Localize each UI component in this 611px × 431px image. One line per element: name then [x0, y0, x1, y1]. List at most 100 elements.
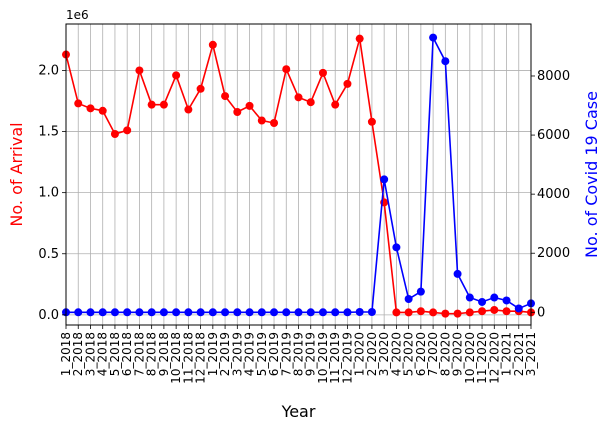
- covid-cases-point: [367, 308, 376, 317]
- arrivals-point: [74, 99, 83, 108]
- x-tick-label: 4_2020: [389, 332, 403, 376]
- covid-cases-point: [221, 308, 230, 317]
- arrivals-point: [221, 92, 230, 101]
- arrivals-point: [392, 308, 401, 317]
- x-tick-label: 8_2018: [145, 332, 159, 376]
- x-tick-label: 3_2018: [83, 332, 97, 376]
- right-y-tick-label: 0: [537, 305, 545, 320]
- covid-cases-point: [147, 308, 156, 317]
- x-tick-label: 12_2020: [487, 332, 501, 384]
- right-axis: 0 2000 4000 6000 8000: [531, 69, 570, 320]
- series-layer: [62, 33, 535, 318]
- left-y-tick-label: 1.5: [38, 125, 59, 140]
- x-tick-label: 8_2019: [292, 332, 306, 376]
- covid-cases-point: [318, 308, 327, 317]
- covid-cases-point: [245, 308, 254, 317]
- arrivals-point: [318, 68, 327, 77]
- x-tick-label: 9_2019: [304, 332, 318, 376]
- covid-cases-point: [465, 293, 474, 302]
- arrivals-point: [416, 307, 425, 316]
- arrivals-point: [502, 307, 511, 316]
- covid-cases-point: [208, 308, 217, 317]
- covid-cases-point: [172, 308, 181, 317]
- covid-cases-point: [123, 308, 132, 317]
- x-tick-label: 2_2018: [71, 332, 85, 376]
- covid-cases-point: [453, 269, 462, 278]
- x-tick-label: 7_2020: [426, 332, 440, 376]
- right-y-tick-label: 8000: [537, 69, 570, 84]
- x-tick-label: 7_2018: [132, 332, 146, 376]
- arrivals-point: [441, 309, 450, 318]
- arrivals-point: [196, 84, 205, 93]
- arrivals-point: [282, 65, 291, 74]
- covid-cases-point: [404, 295, 413, 304]
- x-tick-label: 11_2018: [181, 332, 195, 384]
- covid-cases-point: [233, 308, 242, 317]
- arrivals-point: [478, 307, 487, 316]
- left-y-axis-label: No. of Arrival: [7, 122, 26, 226]
- arrivals-point: [86, 104, 95, 113]
- x-tick-label: 10_2019: [316, 332, 330, 384]
- x-axis: 1_20182_20183_20184_20185_20186_20187_20…: [59, 325, 538, 384]
- x-tick-label: 11_2020: [475, 332, 489, 384]
- x-tick-label: 9_2020: [451, 332, 465, 376]
- covid-cases-point: [502, 296, 511, 305]
- arrivals-point: [465, 308, 474, 317]
- x-tick-label: 11_2019: [328, 332, 342, 384]
- arrivals-point: [172, 71, 181, 80]
- right-y-tick-label: 4000: [537, 187, 570, 202]
- arrivals-point: [257, 116, 266, 125]
- covid-cases-point: [86, 308, 95, 317]
- arrivals-point: [233, 107, 242, 116]
- arrivals-point: [367, 117, 376, 126]
- arrivals-point: [343, 79, 352, 88]
- right-y-tick-label: 2000: [537, 246, 570, 261]
- x-tick-label: 4_2019: [243, 332, 257, 376]
- arrivals-point: [110, 129, 119, 138]
- arrivals-point: [331, 100, 340, 109]
- x-tick-label: 12_2019: [340, 332, 354, 384]
- arrivals-point: [147, 100, 156, 109]
- right-y-axis-label: No. of Covid 19 Case: [582, 91, 601, 258]
- arrivals-point: [294, 93, 303, 102]
- x-tick-label: 1_2020: [353, 332, 367, 376]
- arrivals-point: [245, 101, 254, 110]
- x-tick-label: 5_2019: [255, 332, 269, 376]
- covid-cases-point: [110, 308, 119, 317]
- x-tick-label: 3_2021: [524, 332, 538, 376]
- covid-cases-point: [416, 287, 425, 296]
- arrivals-point: [123, 126, 132, 135]
- covid-cases-point: [135, 308, 144, 317]
- x-tick-label: 3_2020: [377, 332, 391, 376]
- x-tick-label: 6_2020: [414, 332, 428, 376]
- arrivals-point: [135, 66, 144, 75]
- x-tick-label: 3_2019: [230, 332, 244, 376]
- covid-cases-point: [306, 308, 315, 317]
- left-y-tick-label: 1.0: [38, 186, 59, 201]
- arrivals-point: [404, 308, 413, 317]
- covid-cases-point: [514, 304, 523, 313]
- covid-cases-point: [98, 308, 107, 317]
- arrivals-point: [184, 105, 193, 114]
- x-tick-label: 2_2021: [512, 332, 526, 376]
- covid-cases-point: [184, 308, 193, 317]
- left-axis: 0.0 0.5 1.0 1.5 2.0: [38, 63, 66, 323]
- x-tick-label: 10_2020: [463, 332, 477, 384]
- x-tick-label: 8_2020: [438, 332, 452, 376]
- x-tick-label: 5_2020: [402, 332, 416, 376]
- covid-cases-point: [257, 308, 266, 317]
- x-tick-label: 6_2019: [267, 332, 281, 376]
- covid-cases-point: [159, 308, 168, 317]
- x-tick-label: 1_2018: [59, 332, 73, 376]
- covid-cases-point: [355, 308, 364, 317]
- x-tick-label: 7_2019: [279, 332, 293, 376]
- arrivals-point: [306, 98, 315, 107]
- covid-cases-point: [270, 308, 279, 317]
- covid-cases-point: [380, 175, 389, 184]
- arrivals-point: [355, 34, 364, 43]
- covid-cases-point: [282, 308, 291, 317]
- x-tick-label: 12_2018: [194, 332, 208, 384]
- x-tick-label: 2_2020: [365, 332, 379, 376]
